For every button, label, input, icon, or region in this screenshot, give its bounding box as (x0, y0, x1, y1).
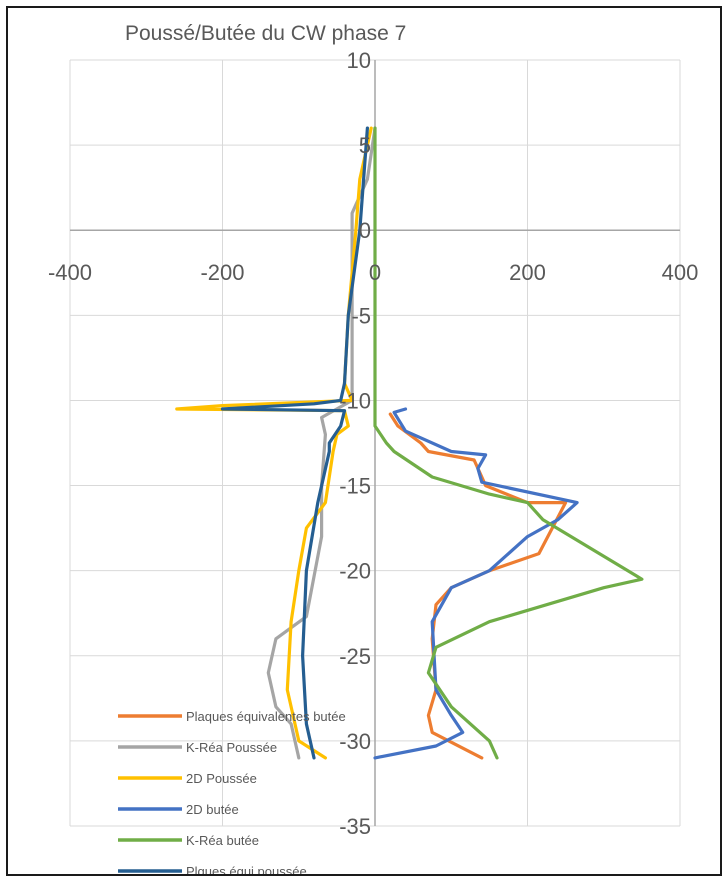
legend-label-1: K-Réa Poussée (186, 740, 277, 755)
series-line-3 (373, 407, 579, 760)
y-tick-label-1: 5 (359, 133, 371, 158)
x-tick-label-3: 200 (509, 260, 546, 285)
y-tick-label-5: -15 (339, 474, 371, 499)
chart-frame: Poussé/Butée du CW phase 7 -400 -200 0 200 4… (6, 6, 722, 876)
x-tick-label-1: -200 (200, 260, 244, 285)
y-tick-label-7: -25 (339, 644, 371, 669)
tick-layer: -400 -200 0 200 400 10 5 0 -5 -10 -15 -20 -25 -30 -35 (48, 48, 698, 839)
y-tick-label-0: 10 (347, 48, 371, 73)
x-tick-label-0: -400 (48, 260, 92, 285)
y-tick-label-8: -30 (339, 729, 371, 754)
y-tick-label-4: -10 (339, 388, 371, 413)
y-tick-label-6: -20 (339, 559, 371, 584)
y-tick-label-2: 0 (359, 218, 371, 243)
legend-layer: Plaques équivalentes butée K-Réa Poussée 2… (118, 709, 346, 874)
legend-label-0: Plaques équivalentes butée (186, 709, 346, 724)
legend-label-4: K-Réa butée (186, 833, 259, 848)
legend-label-5: Plques équi poussée (186, 864, 307, 874)
legend-label-3: 2D butée (186, 802, 239, 817)
chart-svg: Poussé/Butée du CW phase 7 -400 -200 0 200 4… (48, 22, 698, 874)
series-line-4 (373, 126, 644, 760)
series-line-0 (388, 412, 568, 760)
y-tick-label-9: -35 (339, 814, 371, 839)
series-layer (175, 126, 644, 760)
chart-title: Poussé/Butée du CW phase 7 (125, 22, 406, 45)
series-line-5 (220, 126, 369, 760)
series-line-1 (266, 126, 377, 760)
legend-label-2: 2D Poussée (186, 771, 257, 786)
x-tick-label-2: 0 (369, 260, 381, 285)
x-tick-label-4: 400 (662, 260, 699, 285)
y-tick-label-3: -5 (351, 303, 371, 328)
